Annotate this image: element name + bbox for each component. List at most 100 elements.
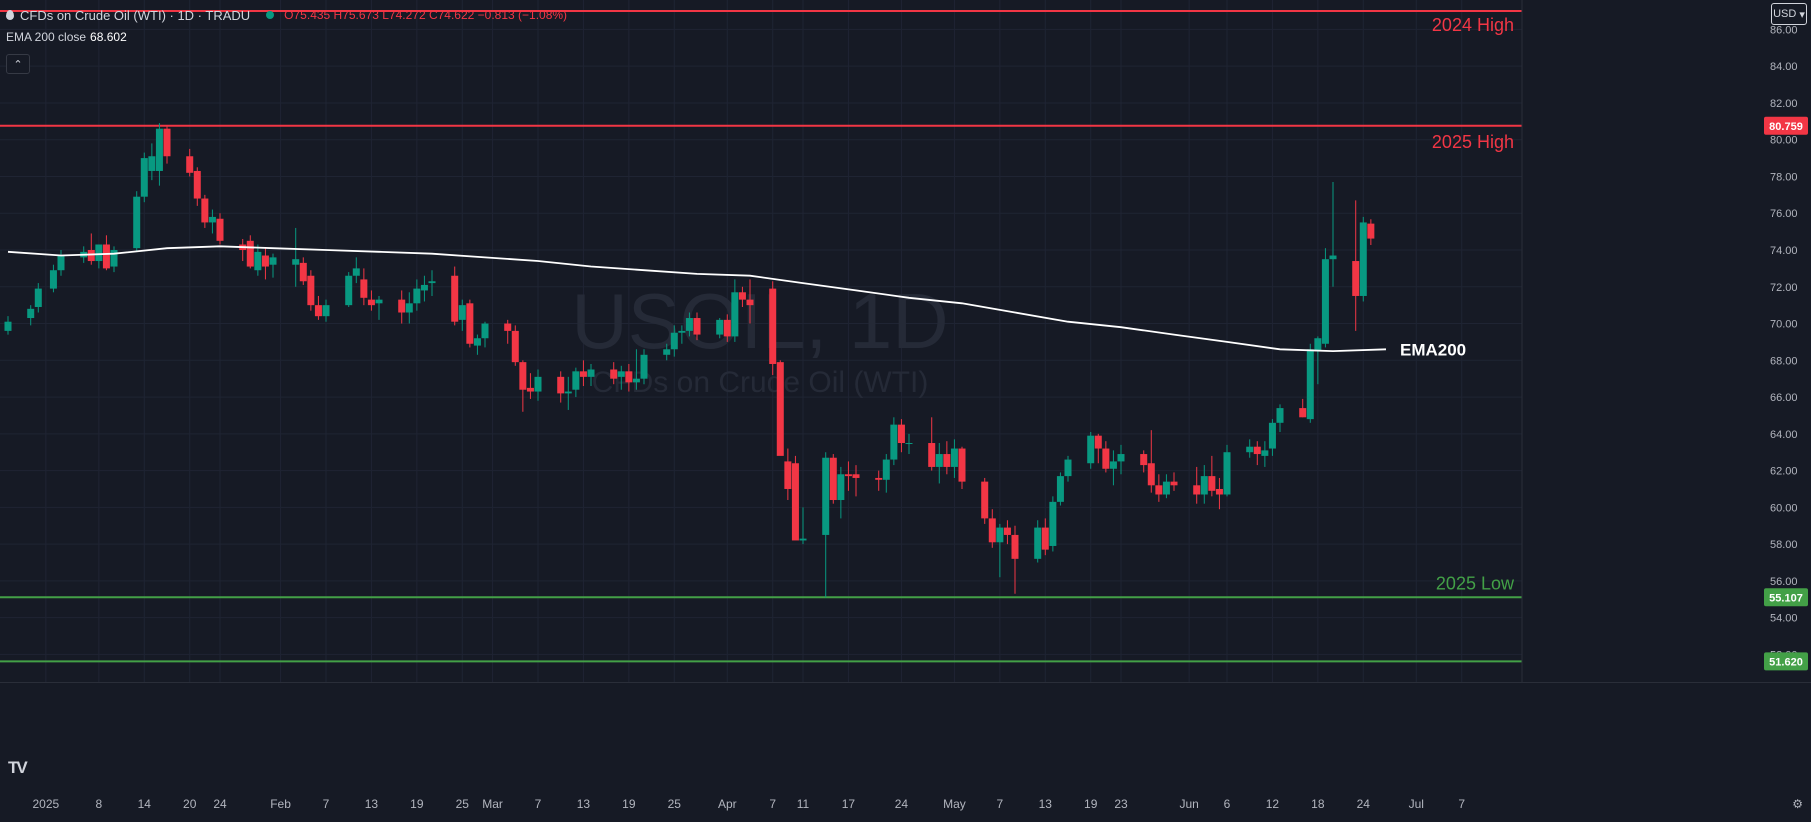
candle — [375, 295, 383, 320]
candle-body — [186, 156, 194, 173]
candle — [1215, 477, 1223, 510]
gear-icon[interactable]: ⚙ — [1792, 797, 1803, 811]
candle-body — [1215, 488, 1223, 495]
candle-body — [27, 308, 35, 319]
candle — [822, 452, 830, 598]
candle-body — [102, 244, 110, 269]
candle — [996, 523, 1004, 578]
candle-body — [625, 371, 633, 383]
candle — [731, 279, 739, 342]
candle-body — [1170, 481, 1178, 486]
candle-body — [822, 457, 830, 535]
candle — [723, 314, 731, 342]
candle-body — [420, 284, 428, 291]
candle-body — [1321, 259, 1329, 344]
candle — [1064, 455, 1072, 482]
candle — [49, 264, 57, 293]
price-badge-label: 80.759 — [1769, 121, 1803, 133]
candle — [1367, 219, 1375, 246]
candle — [360, 268, 368, 306]
candle-body — [1314, 338, 1322, 352]
time-axis: 2025 8 14 20 24 Feb 7 13 19 25 Mar 7 13 19 25 Apr 7 11 17 2… — [0, 682, 1811, 817]
price-badge — [1764, 116, 1808, 135]
candle — [890, 417, 898, 466]
candle-body — [1102, 448, 1110, 469]
candle — [87, 233, 95, 265]
candle-body — [996, 527, 1004, 543]
candle — [1261, 441, 1269, 467]
price-tick-label: 84.00 — [1770, 61, 1798, 73]
level-label: 2024 High — [1432, 15, 1514, 35]
candle — [716, 318, 724, 339]
ema-legend[interactable]: EMA 200 close 68.602 — [6, 30, 567, 44]
price-badge — [1764, 652, 1808, 671]
candle-body — [473, 338, 481, 346]
candle — [1321, 248, 1329, 348]
time-tick-label: 19 — [622, 797, 636, 811]
candle-body — [693, 318, 701, 335]
time-tick-label: Apr — [718, 797, 737, 811]
candle — [738, 286, 746, 307]
symbol-title[interactable]: CFDs on Crude Oil (WTI) · 1D · TRADU — [20, 7, 251, 23]
candle-body — [216, 218, 224, 241]
candle — [564, 376, 572, 410]
candle — [935, 443, 943, 484]
candle — [897, 419, 905, 453]
candle-body — [1011, 534, 1019, 559]
candle-body — [519, 362, 527, 390]
candle — [799, 507, 807, 545]
time-tick-label: 23 — [1114, 797, 1128, 811]
candle-body — [1253, 446, 1261, 455]
market-status-icon — [266, 11, 275, 19]
candle-body — [738, 292, 746, 300]
price-tick-label: 64.00 — [1770, 429, 1798, 441]
time-tick-label: 12 — [1266, 797, 1280, 811]
candle-body — [829, 457, 837, 501]
time-tick-label: 24 — [213, 797, 227, 811]
candle-body — [1329, 255, 1337, 260]
candle-body — [837, 474, 845, 501]
candle-body — [1117, 454, 1125, 462]
candle-body — [1041, 527, 1049, 550]
candle-body — [148, 156, 156, 171]
price-tick-label: 72.00 — [1770, 282, 1798, 294]
candle — [504, 319, 512, 344]
candle — [102, 235, 110, 271]
time-tick-label: 14 — [138, 797, 152, 811]
candle — [481, 321, 489, 348]
candle-body — [526, 387, 534, 392]
candle-body — [1200, 476, 1208, 495]
candle-body — [897, 424, 905, 444]
candle — [784, 448, 792, 501]
candle — [632, 349, 640, 390]
candle — [950, 439, 958, 478]
candle-body — [875, 477, 883, 480]
candle — [1299, 398, 1307, 418]
candle-body — [269, 257, 277, 265]
candle — [1056, 472, 1064, 506]
candle — [163, 125, 171, 164]
tradingview-logo[interactable]: TV — [8, 758, 28, 777]
candle-body — [307, 275, 315, 306]
candle — [1003, 520, 1011, 545]
candle — [1276, 404, 1284, 432]
price-tick-label: 60.00 — [1770, 502, 1798, 514]
candle — [193, 167, 201, 206]
currency-selector[interactable]: USD ▾ — [1771, 3, 1807, 25]
candle — [1094, 433, 1102, 464]
chevron-down-icon: ▾ — [1799, 8, 1805, 21]
collapse-legend-button[interactable]: ⌃ — [6, 54, 30, 74]
candle-body — [246, 240, 254, 267]
time-tick-label: 19 — [410, 797, 424, 811]
candle — [95, 244, 103, 269]
time-tick-label: 13 — [577, 797, 591, 811]
price-badge-label: 55.107 — [1769, 592, 1803, 604]
candle — [398, 290, 406, 324]
candle-body — [844, 474, 852, 477]
price-tick-label: 54.00 — [1770, 613, 1798, 625]
time-tick-label: Mar — [482, 797, 503, 811]
candle-body — [579, 371, 587, 377]
ema-layer: EMA200 — [7, 245, 1466, 359]
